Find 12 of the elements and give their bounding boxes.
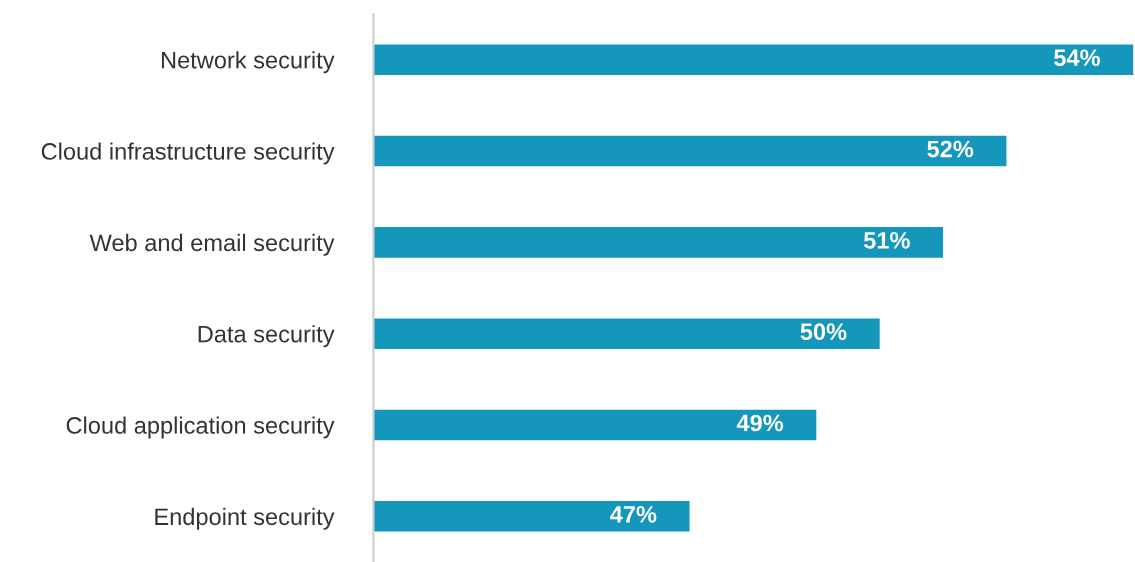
data-label: 47% xyxy=(610,506,657,523)
data-label: 51% xyxy=(863,232,910,249)
y-tick-label: Network security xyxy=(161,51,335,74)
y-tick-label: Data security xyxy=(198,325,335,348)
y-tick-label: Endpoint security xyxy=(155,507,335,530)
data-label: 52% xyxy=(927,140,974,158)
data-label: 49% xyxy=(736,414,784,432)
y-tick-label: Cloud application security xyxy=(66,416,335,439)
y-tick-label: Cloud infrastructure security xyxy=(41,142,335,165)
data-label: 54% xyxy=(1054,49,1100,67)
y-tick-label: Web and email security xyxy=(89,233,335,256)
data-label: 50% xyxy=(800,323,847,341)
